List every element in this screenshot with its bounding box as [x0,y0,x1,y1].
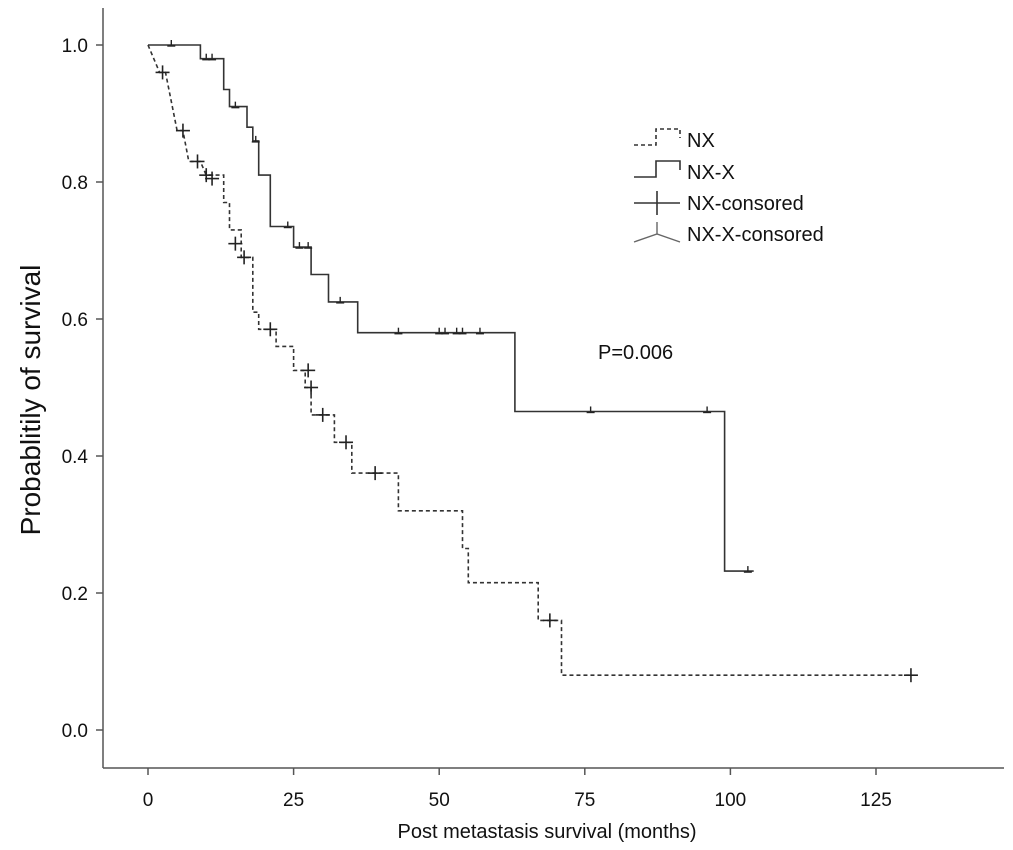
x-tick-label: 100 [715,790,747,811]
censor-mark-nx [542,613,557,628]
censor-mark-nx-x [208,53,217,61]
censor-mark-nx [903,668,918,683]
censor-mark-nx [263,322,278,337]
censor-mark-nx [301,363,316,378]
series-layer [147,40,918,683]
censor-mark-nx [205,171,220,186]
censor-mark-nx-x [283,221,292,229]
y-tick-label: 0.8 [62,173,88,194]
x-axis-title: Post metastasis survival (months) [398,821,697,843]
censor-mark-nx-x [743,566,752,573]
p-value-annotation: P=0.006 [598,342,673,364]
legend-label: NX [687,130,715,152]
y-tick-label: 0.2 [62,584,88,605]
censor-mark-nx [339,435,354,450]
censor-mark-nx [175,123,190,138]
censor-mark-nx [237,250,252,265]
censor-mark-nx-x [394,327,403,335]
censor-mark-nx [304,380,319,395]
legend: NX NX-X NX-consored NX-X-consored [633,128,824,246]
y-axis-title: Probablitily of survival [15,265,46,536]
x-tick-label: 75 [574,790,595,811]
y-tick-label: 0.4 [62,447,89,468]
axes [102,8,1004,769]
x-tick-label: 25 [283,790,304,811]
censor-mark-nx-x [295,242,304,249]
censor-mark-nx-x [441,327,450,335]
censor-mark-nx-x [304,242,313,249]
censor-mark-nx-x [703,406,712,414]
censor-mark-nx-x [167,40,176,47]
censor-mark-nx [155,65,170,80]
censor-mark-nx [228,236,243,251]
y-tick-label: 0.0 [62,721,88,742]
legend-symbol [634,160,681,178]
series-line-nx-x [148,44,754,572]
legend-symbol [633,222,681,243]
legend-symbol [634,128,681,146]
censor-mark-nx-x [336,296,345,304]
censor-mark-nx [199,168,214,183]
legend-label: NX-X-consored [687,224,824,246]
legend-label: NX-consored [687,193,804,215]
censor-mark-nx-x [458,327,467,335]
legend-item: NX-consored [634,191,804,215]
x-tick-label: 0 [143,790,154,811]
censor-mark-nx-x [475,327,484,335]
censor-mark-nx-x [231,101,240,109]
y-ticks: 0.0 0.2 0.4 0.6 0.8 1.0 [62,36,103,742]
y-tick-label: 1.0 [62,36,88,57]
censor-mark-nx [190,154,205,169]
series-line-nx [147,44,911,676]
legend-item: NX [634,128,715,152]
censor-mark-nx [315,407,330,422]
censor-mark-nx-x [251,135,260,143]
x-ticks: 0 25 50 75 100 125 [143,768,892,811]
legend-symbol [634,191,680,215]
legend-item: NX-X-consored [633,222,824,246]
censor-mark-nx-x [586,406,595,414]
censor-mark-nx [368,466,383,481]
x-tick-label: 50 [429,790,450,811]
legend-label: NX-X [687,162,735,184]
legend-item: NX-X [634,160,735,184]
x-tick-label: 125 [860,790,892,811]
y-tick-label: 0.6 [62,310,88,331]
